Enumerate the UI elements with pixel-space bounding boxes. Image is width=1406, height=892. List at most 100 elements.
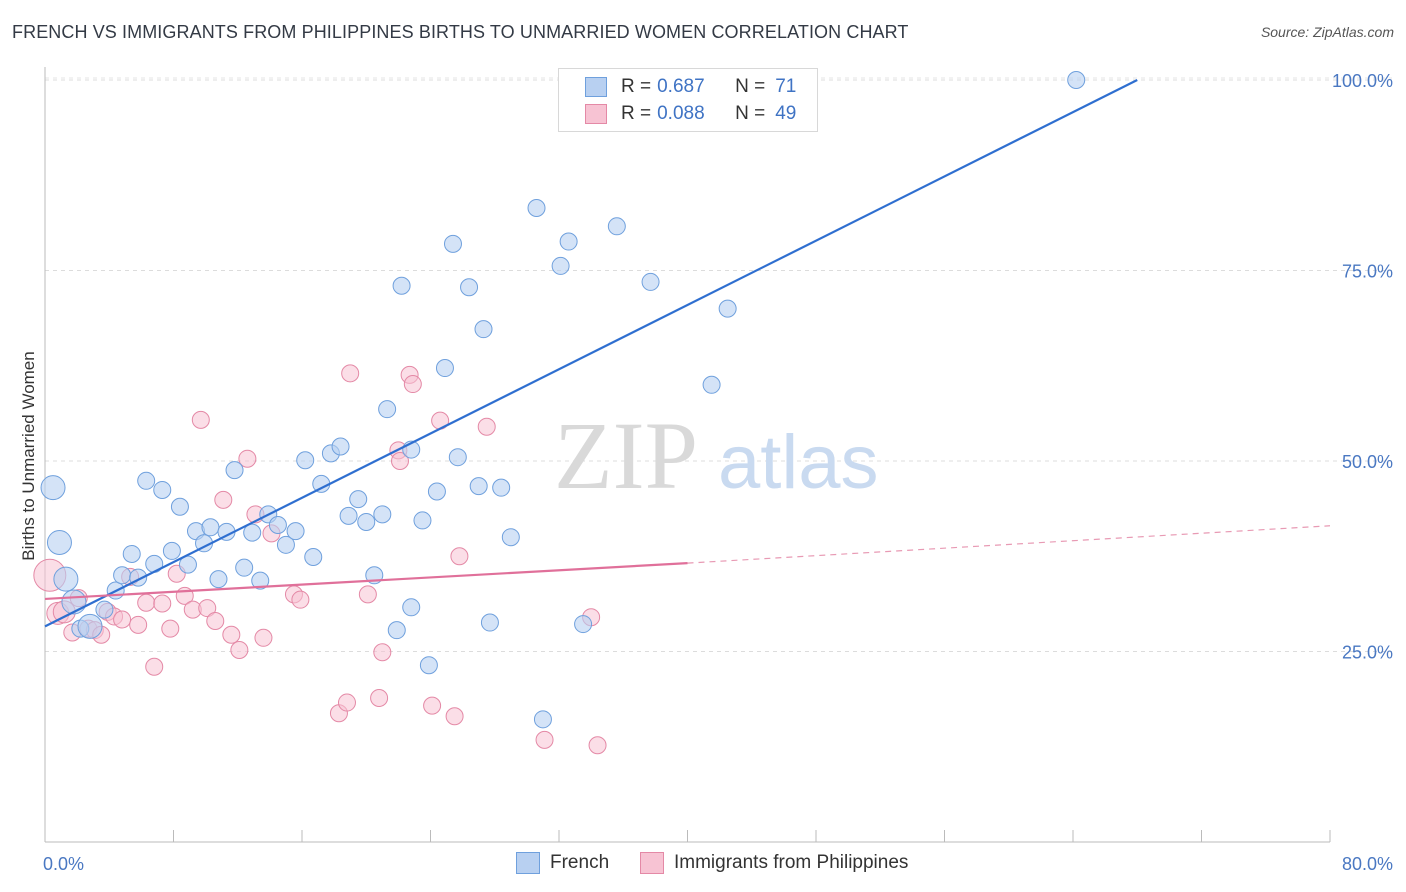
data-point-philippines [535,730,554,749]
y-tick-label: 75.0% [1342,262,1393,282]
data-point-french [312,474,331,493]
watermark-atlas: atlas [718,420,879,505]
data-point-french [61,589,87,615]
data-point-french [153,480,172,499]
data-point-philippines [373,643,392,662]
data-point-french [469,477,488,496]
data-point-philippines [191,410,210,429]
data-point-philippines [445,707,464,726]
legend-swatch-french [516,852,540,874]
data-point-philippines [477,417,496,436]
data-point-french [501,528,520,547]
tick-labels: 25.0% 50.0% 75.0% 100.0% 0.0% 80.0% [43,71,1393,874]
legend-row-french: R = 0.687 N = 71 [585,74,796,100]
data-point-french [304,548,323,567]
data-point-philippines [254,628,273,647]
data-point-philippines [450,547,469,566]
legend-r-label: R = [621,103,652,124]
legend-n-value-philippines: 49 [775,103,797,124]
data-point-philippines [161,619,180,638]
data-point-french [641,272,660,291]
data-point-philippines [337,693,356,712]
data-point-french [435,359,454,378]
series-french-points [40,71,1086,729]
data-point-french [718,299,737,318]
data-point-french [419,656,438,675]
x-tick-label-min: 0.0% [43,854,84,874]
legend-row-philippines: R = 0.088 N = 49 [585,101,796,127]
data-point-philippines [129,615,148,634]
data-point-philippines [370,688,389,707]
data-point-french [533,710,552,729]
data-point-french [378,400,397,419]
data-point-philippines [153,594,172,613]
data-point-french [357,512,376,531]
data-point-philippines [390,452,409,470]
data-point-french [373,505,392,524]
legend-r-value-french: 0.687 [657,76,705,97]
legend-n-label: N = [735,103,766,124]
legend-swatch-philippines [585,104,607,124]
data-point-philippines [145,657,164,676]
legend-r-value-philippines: 0.088 [657,103,705,124]
data-point-french [235,558,254,577]
data-point-french [1067,71,1086,89]
data-point-philippines [588,736,607,755]
data-point-philippines [214,490,233,509]
source-credit: Source: ZipAtlas.com [1260,24,1394,40]
y-axis-label: Births to Unmarried Women [19,351,38,560]
data-point-philippines [222,625,241,644]
data-point-french [46,530,72,556]
y-tick-label: 50.0% [1342,452,1393,472]
data-point-french [113,566,132,585]
data-point-french [492,478,511,497]
watermark-zip: ZIP [554,402,698,509]
data-point-french [443,234,462,253]
data-point-french [209,570,228,589]
data-point-philippines [206,612,225,631]
data-point-french [225,461,244,480]
data-point-philippines [230,640,249,659]
data-point-french [339,506,358,525]
data-point-french [170,497,189,516]
data-point-french [77,613,103,639]
data-point-french [460,278,479,297]
x-tick-label-max: 80.0% [1342,854,1393,874]
legend-n-value-french: 71 [775,76,797,97]
series-legend: French Immigrants from Philippines [0,852,1406,878]
stats-legend: R = 0.687 N = 71 R = 0.088 N = 49 [558,68,818,132]
trendline-french [44,79,1138,628]
legend-item-philippines[interactable]: Immigrants from Philippines [640,852,908,874]
trendlines [44,79,1331,628]
data-point-french [413,511,432,530]
legend-item-french[interactable]: French [516,852,609,874]
data-point-french [551,256,570,275]
data-point-french [162,541,181,560]
watermark: ZIP atlas [554,402,879,509]
data-point-french [276,535,295,554]
data-point-french [201,518,220,537]
data-point-french [574,615,593,634]
data-point-french [40,475,66,501]
legend-swatch-french [585,77,607,97]
data-point-french [251,571,270,590]
y-tick-label: 100.0% [1332,71,1393,91]
data-point-french [392,276,411,295]
legend-label-philippines: Immigrants from Philippines [674,852,909,873]
legend-r-label: R = [621,76,652,97]
data-point-french [387,621,406,640]
data-point-french [527,199,546,218]
data-point-philippines [403,375,422,394]
data-point-french [480,613,499,632]
data-point-french [349,490,368,509]
y-tick-label: 25.0% [1342,643,1393,663]
legend-swatch-philippines [640,852,664,874]
data-point-french [95,600,114,619]
data-point-philippines [137,593,156,612]
data-point-philippines [358,585,377,604]
trendline-philippines [44,562,688,601]
data-point-french [474,320,493,339]
data-point-philippines [238,449,257,468]
data-point-french [402,598,421,617]
